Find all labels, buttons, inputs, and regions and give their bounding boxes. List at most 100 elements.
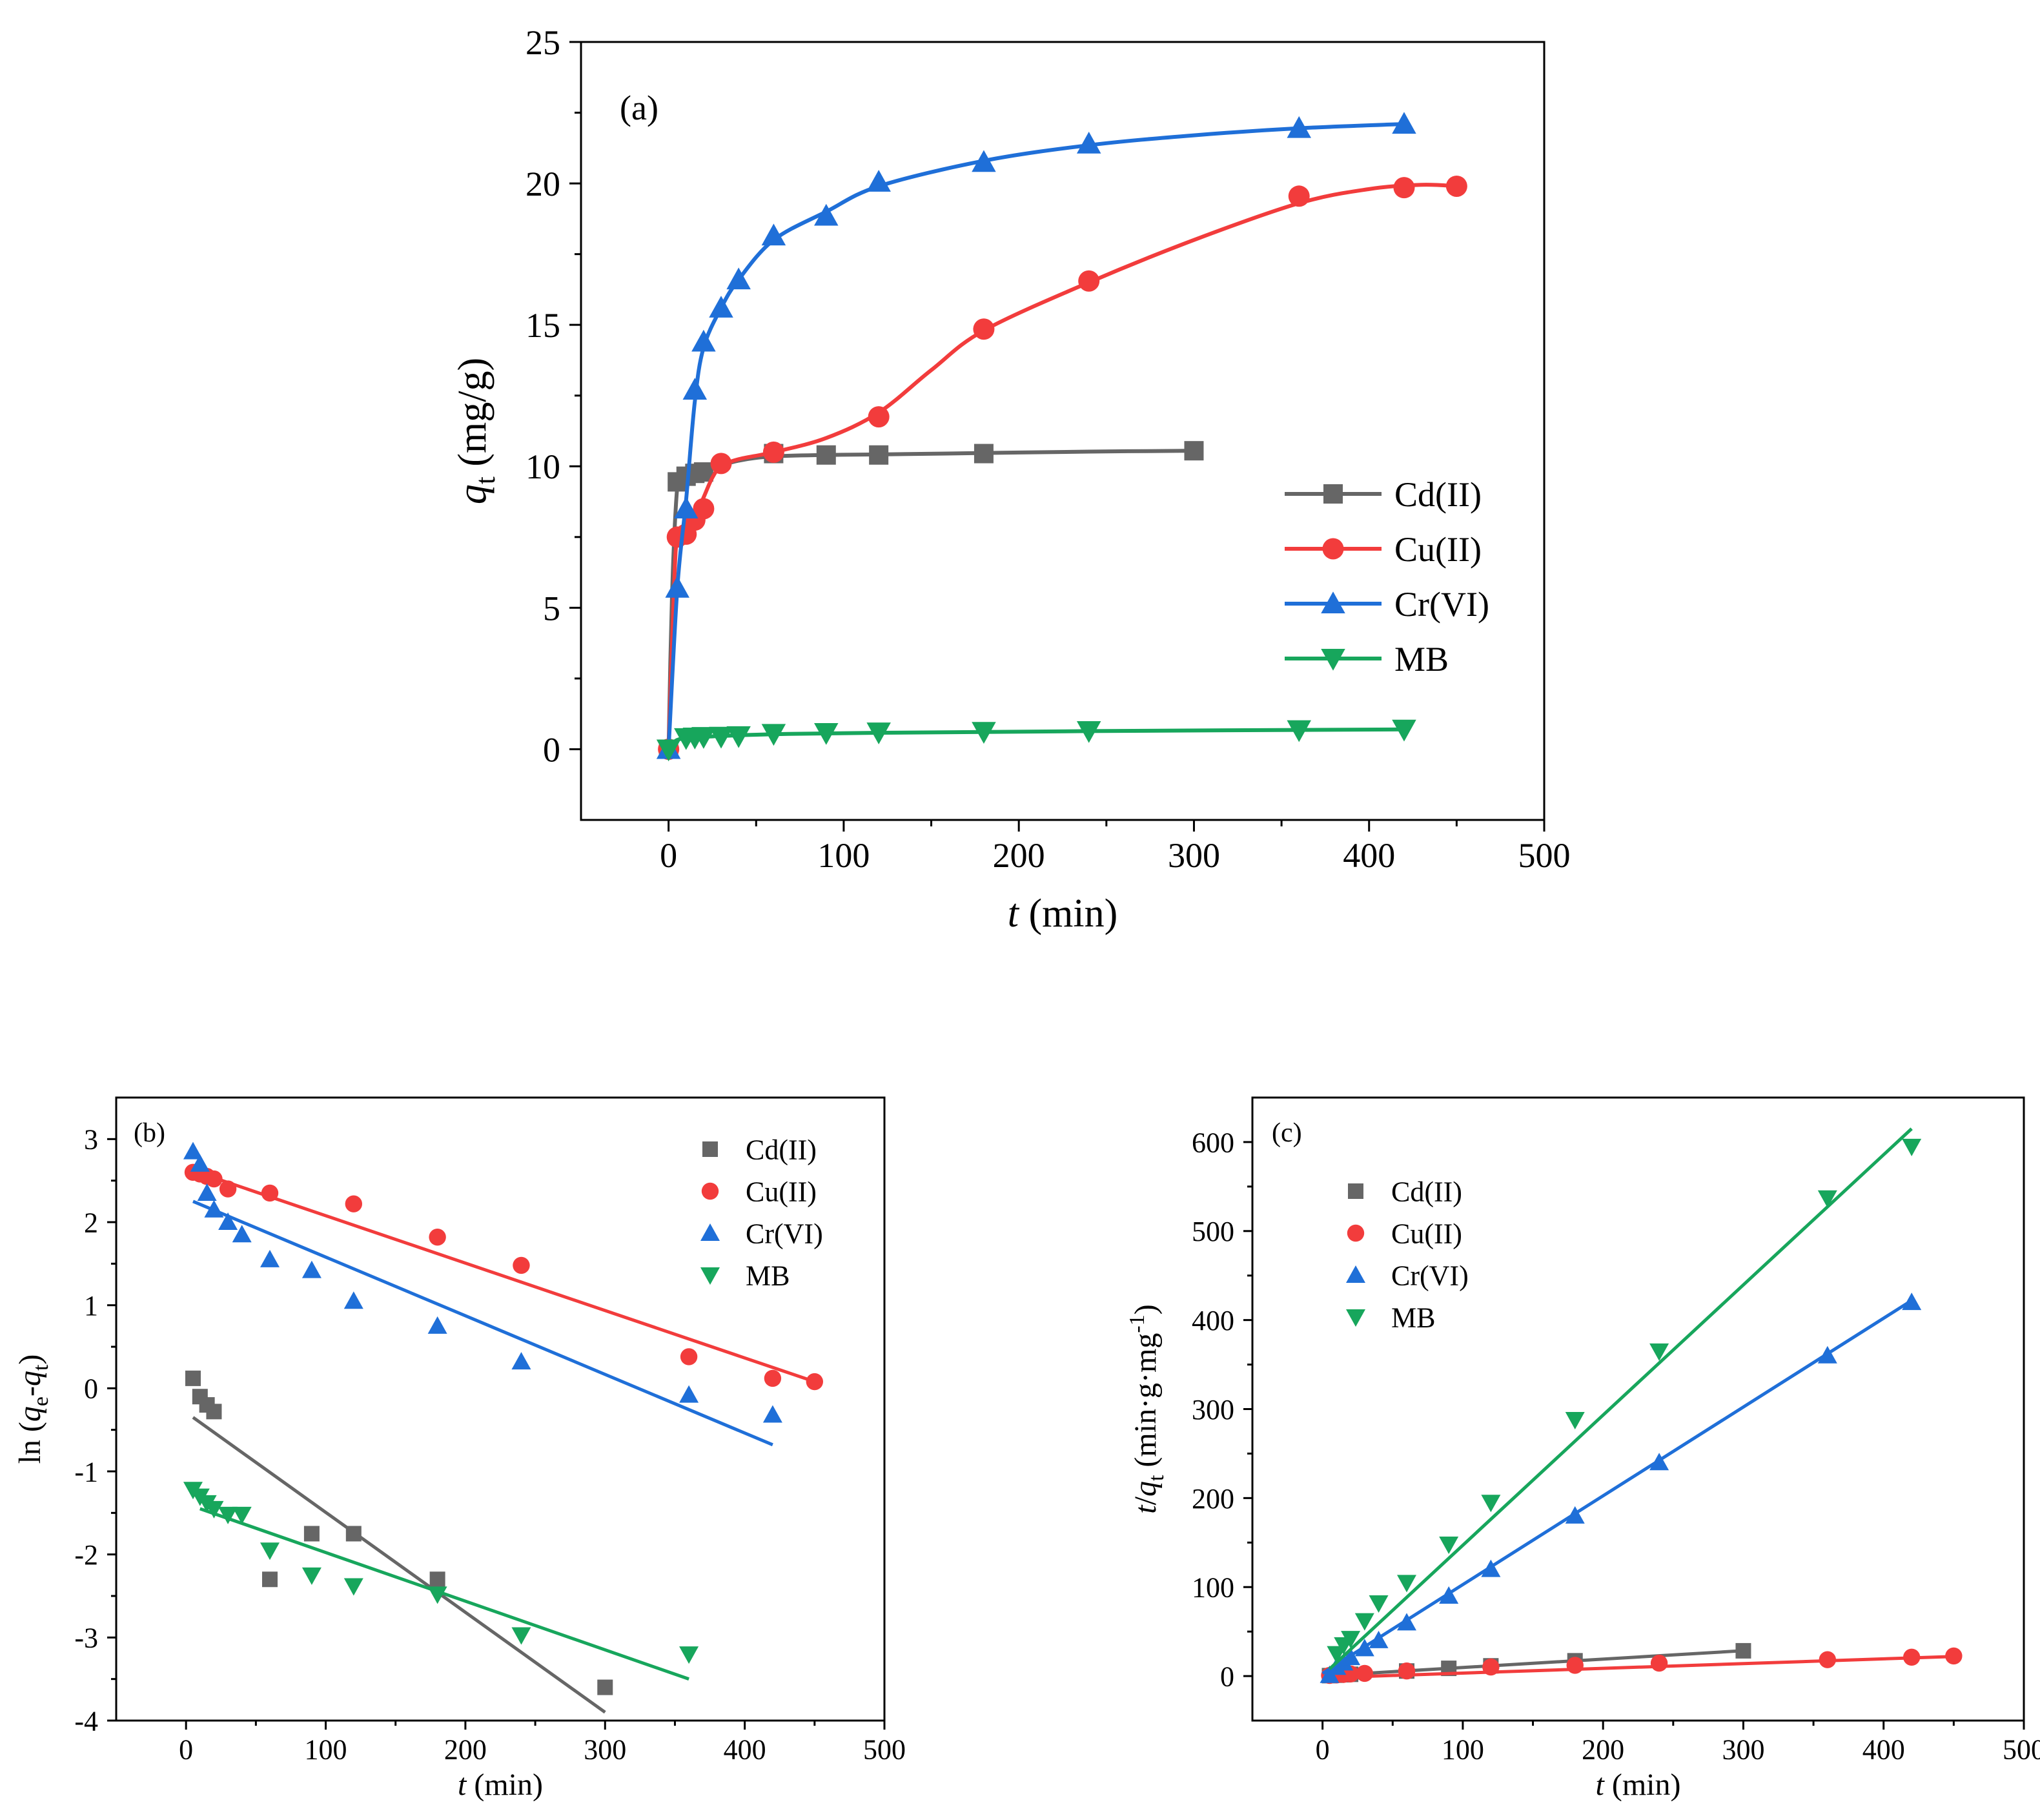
- data-point: [1369, 1630, 1389, 1648]
- x-tick-label: 500: [1518, 836, 1571, 875]
- legend-label: Cu(II): [746, 1176, 817, 1207]
- data-point: [204, 1200, 224, 1218]
- legend-label: Cu(II): [1394, 530, 1482, 569]
- y-tick-label: 1: [84, 1290, 98, 1322]
- data-point: [866, 170, 891, 192]
- fit-line: [192, 1416, 606, 1714]
- data-point: [1397, 1575, 1416, 1593]
- data-point: [726, 267, 751, 290]
- x-tick-label: 300: [584, 1733, 626, 1765]
- y-tick-label: -1: [74, 1456, 98, 1488]
- data-point: [1650, 1654, 1668, 1672]
- data-point: [1439, 1537, 1459, 1555]
- data-point: [429, 1571, 445, 1588]
- x-tick-label: 200: [444, 1733, 487, 1765]
- data-point: [1393, 177, 1415, 199]
- series-mb: [183, 1482, 699, 1681]
- data-point: [343, 1578, 363, 1596]
- fit-line: [1328, 1127, 1913, 1670]
- y-tick-label: 600: [1192, 1127, 1234, 1158]
- data-point: [511, 1627, 531, 1645]
- data-point: [1819, 1651, 1837, 1668]
- data-point: [1184, 441, 1204, 461]
- y-axis-label: ln (qe-qt): [13, 1355, 53, 1464]
- data-point: [429, 1228, 446, 1246]
- data-point: [693, 498, 715, 520]
- data-point: [183, 1141, 203, 1160]
- data-point: [1649, 1453, 1669, 1471]
- data-point: [218, 1506, 238, 1524]
- data-point: [1369, 1595, 1389, 1613]
- data-point: [343, 1291, 363, 1309]
- x-tick-label: 400: [1343, 836, 1395, 875]
- series-mb: [1327, 1127, 1922, 1670]
- legend-marker: [1346, 1265, 1365, 1283]
- panel-c-pseudo-second-order-chart: 0 100 200 300 400 500 0 100 200 300 400 500 600 (c) Cd…: [1125, 1096, 2040, 1802]
- data-point: [691, 329, 716, 352]
- y-tick-label: 200: [1192, 1483, 1234, 1515]
- data-point: [682, 378, 708, 400]
- panel-b-pseudo-first-order-chart: 0 100 200 300 400 500 -4 -3 -2 -1 0 1 2 3 (b) Cd(II) Cu(…: [13, 1096, 906, 1802]
- x-tick-label: 500: [863, 1733, 906, 1765]
- y-tick-label: 100: [1192, 1572, 1234, 1604]
- data-point: [1287, 720, 1311, 742]
- legend-label: Cr(VI): [1394, 585, 1489, 624]
- legend-marker: [1346, 1309, 1365, 1327]
- data-point: [345, 1195, 363, 1212]
- data-point: [219, 1180, 237, 1198]
- series-curve: [666, 449, 1194, 750]
- legend-label: Cu(II): [1391, 1218, 1462, 1249]
- data-point: [869, 445, 889, 465]
- series-crvi: [1320, 1293, 1922, 1683]
- legend-label: Cd(II): [746, 1134, 817, 1165]
- y-tick-label: 400: [1192, 1305, 1234, 1336]
- data-point: [709, 726, 733, 749]
- panel-label: (a): [620, 88, 658, 127]
- data-point: [206, 1404, 222, 1420]
- data-point: [1649, 1343, 1669, 1361]
- data-point: [1817, 1345, 1837, 1364]
- data-point: [726, 726, 751, 748]
- x-tick-label: 100: [817, 836, 870, 875]
- data-point: [709, 296, 733, 318]
- y-axis-label: qt (mg/g): [451, 358, 501, 504]
- series-crvi: [183, 1141, 782, 1447]
- y-tick-label: 2: [84, 1207, 98, 1238]
- data-point: [232, 1506, 252, 1524]
- x-tick-label: 400: [724, 1733, 766, 1765]
- fit-line: [192, 1169, 815, 1384]
- data-point: [974, 444, 994, 464]
- series-curve: [666, 122, 1405, 750]
- legend-label: Cd(II): [1391, 1176, 1462, 1207]
- legend: Cd(II) Cu(II) Cr(VI) MB: [700, 1134, 823, 1291]
- data-point: [816, 445, 836, 465]
- x-axis-label: t (min): [1008, 892, 1117, 936]
- series-cuii: [658, 175, 1467, 760]
- data-point: [1398, 1662, 1416, 1680]
- data-point: [762, 441, 784, 463]
- y-tick-label: 0: [543, 730, 560, 769]
- data-point: [814, 203, 839, 226]
- y-axis-label: t/qt (min·g·mg-1): [1125, 1304, 1168, 1513]
- series-cdii: [185, 1370, 613, 1714]
- fit-line: [192, 1200, 773, 1447]
- data-point: [1735, 1642, 1751, 1659]
- x-tick-label: 0: [660, 836, 677, 875]
- x-tick-label: 300: [1722, 1733, 1764, 1765]
- x-tick-label: 400: [1862, 1733, 1905, 1765]
- data-point: [1565, 1412, 1585, 1430]
- legend-label: Cd(II): [1394, 475, 1482, 514]
- legend-label: Cr(VI): [746, 1218, 823, 1249]
- panel-label: (c): [1272, 1118, 1302, 1148]
- x-tick-label: 0: [1316, 1733, 1330, 1765]
- data-point: [301, 1567, 321, 1585]
- data-point: [710, 453, 732, 475]
- data-point: [303, 1526, 320, 1542]
- legend-marker: [1321, 649, 1345, 671]
- x-tick-label: 200: [993, 836, 1045, 875]
- data-point: [218, 1212, 238, 1230]
- data-point: [1566, 1657, 1584, 1674]
- data-point: [679, 1385, 699, 1403]
- data-point: [185, 1370, 201, 1386]
